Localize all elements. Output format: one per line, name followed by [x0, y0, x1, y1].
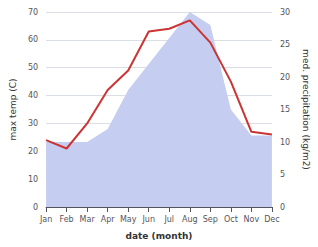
svg-text:Apr: Apr [101, 215, 116, 224]
svg-text:50: 50 [28, 63, 38, 72]
svg-text:0: 0 [33, 203, 38, 212]
svg-text:30: 30 [28, 119, 38, 128]
svg-text:40: 40 [28, 91, 38, 100]
svg-text:Oct: Oct [224, 215, 238, 224]
svg-text:Jun: Jun [141, 215, 155, 224]
svg-text:med. precipitation (kg/m2): med. precipitation (kg/m2) [301, 49, 311, 170]
svg-text:May: May [120, 215, 137, 224]
svg-text:Aug: Aug [182, 215, 198, 224]
svg-text:60: 60 [28, 35, 38, 44]
svg-text:date (month): date (month) [126, 231, 193, 241]
svg-text:max temp (C): max temp (C) [8, 78, 18, 140]
svg-text:10: 10 [28, 175, 38, 184]
svg-text:Jul: Jul [163, 215, 174, 224]
svg-text:30: 30 [280, 8, 290, 17]
svg-text:Feb: Feb [60, 215, 74, 224]
svg-text:Jan: Jan [39, 215, 52, 224]
svg-text:15: 15 [280, 105, 290, 114]
svg-text:0: 0 [280, 203, 285, 212]
svg-text:20: 20 [28, 147, 38, 156]
svg-text:10: 10 [280, 138, 290, 147]
svg-text:Mar: Mar [80, 215, 96, 224]
svg-text:Sep: Sep [203, 215, 218, 224]
svg-text:70: 70 [28, 8, 38, 17]
svg-text:5: 5 [280, 170, 285, 179]
svg-text:Dec: Dec [264, 215, 279, 224]
svg-text:Nov: Nov [244, 215, 260, 224]
svg-text:20: 20 [280, 73, 290, 82]
svg-text:25: 25 [280, 40, 290, 49]
